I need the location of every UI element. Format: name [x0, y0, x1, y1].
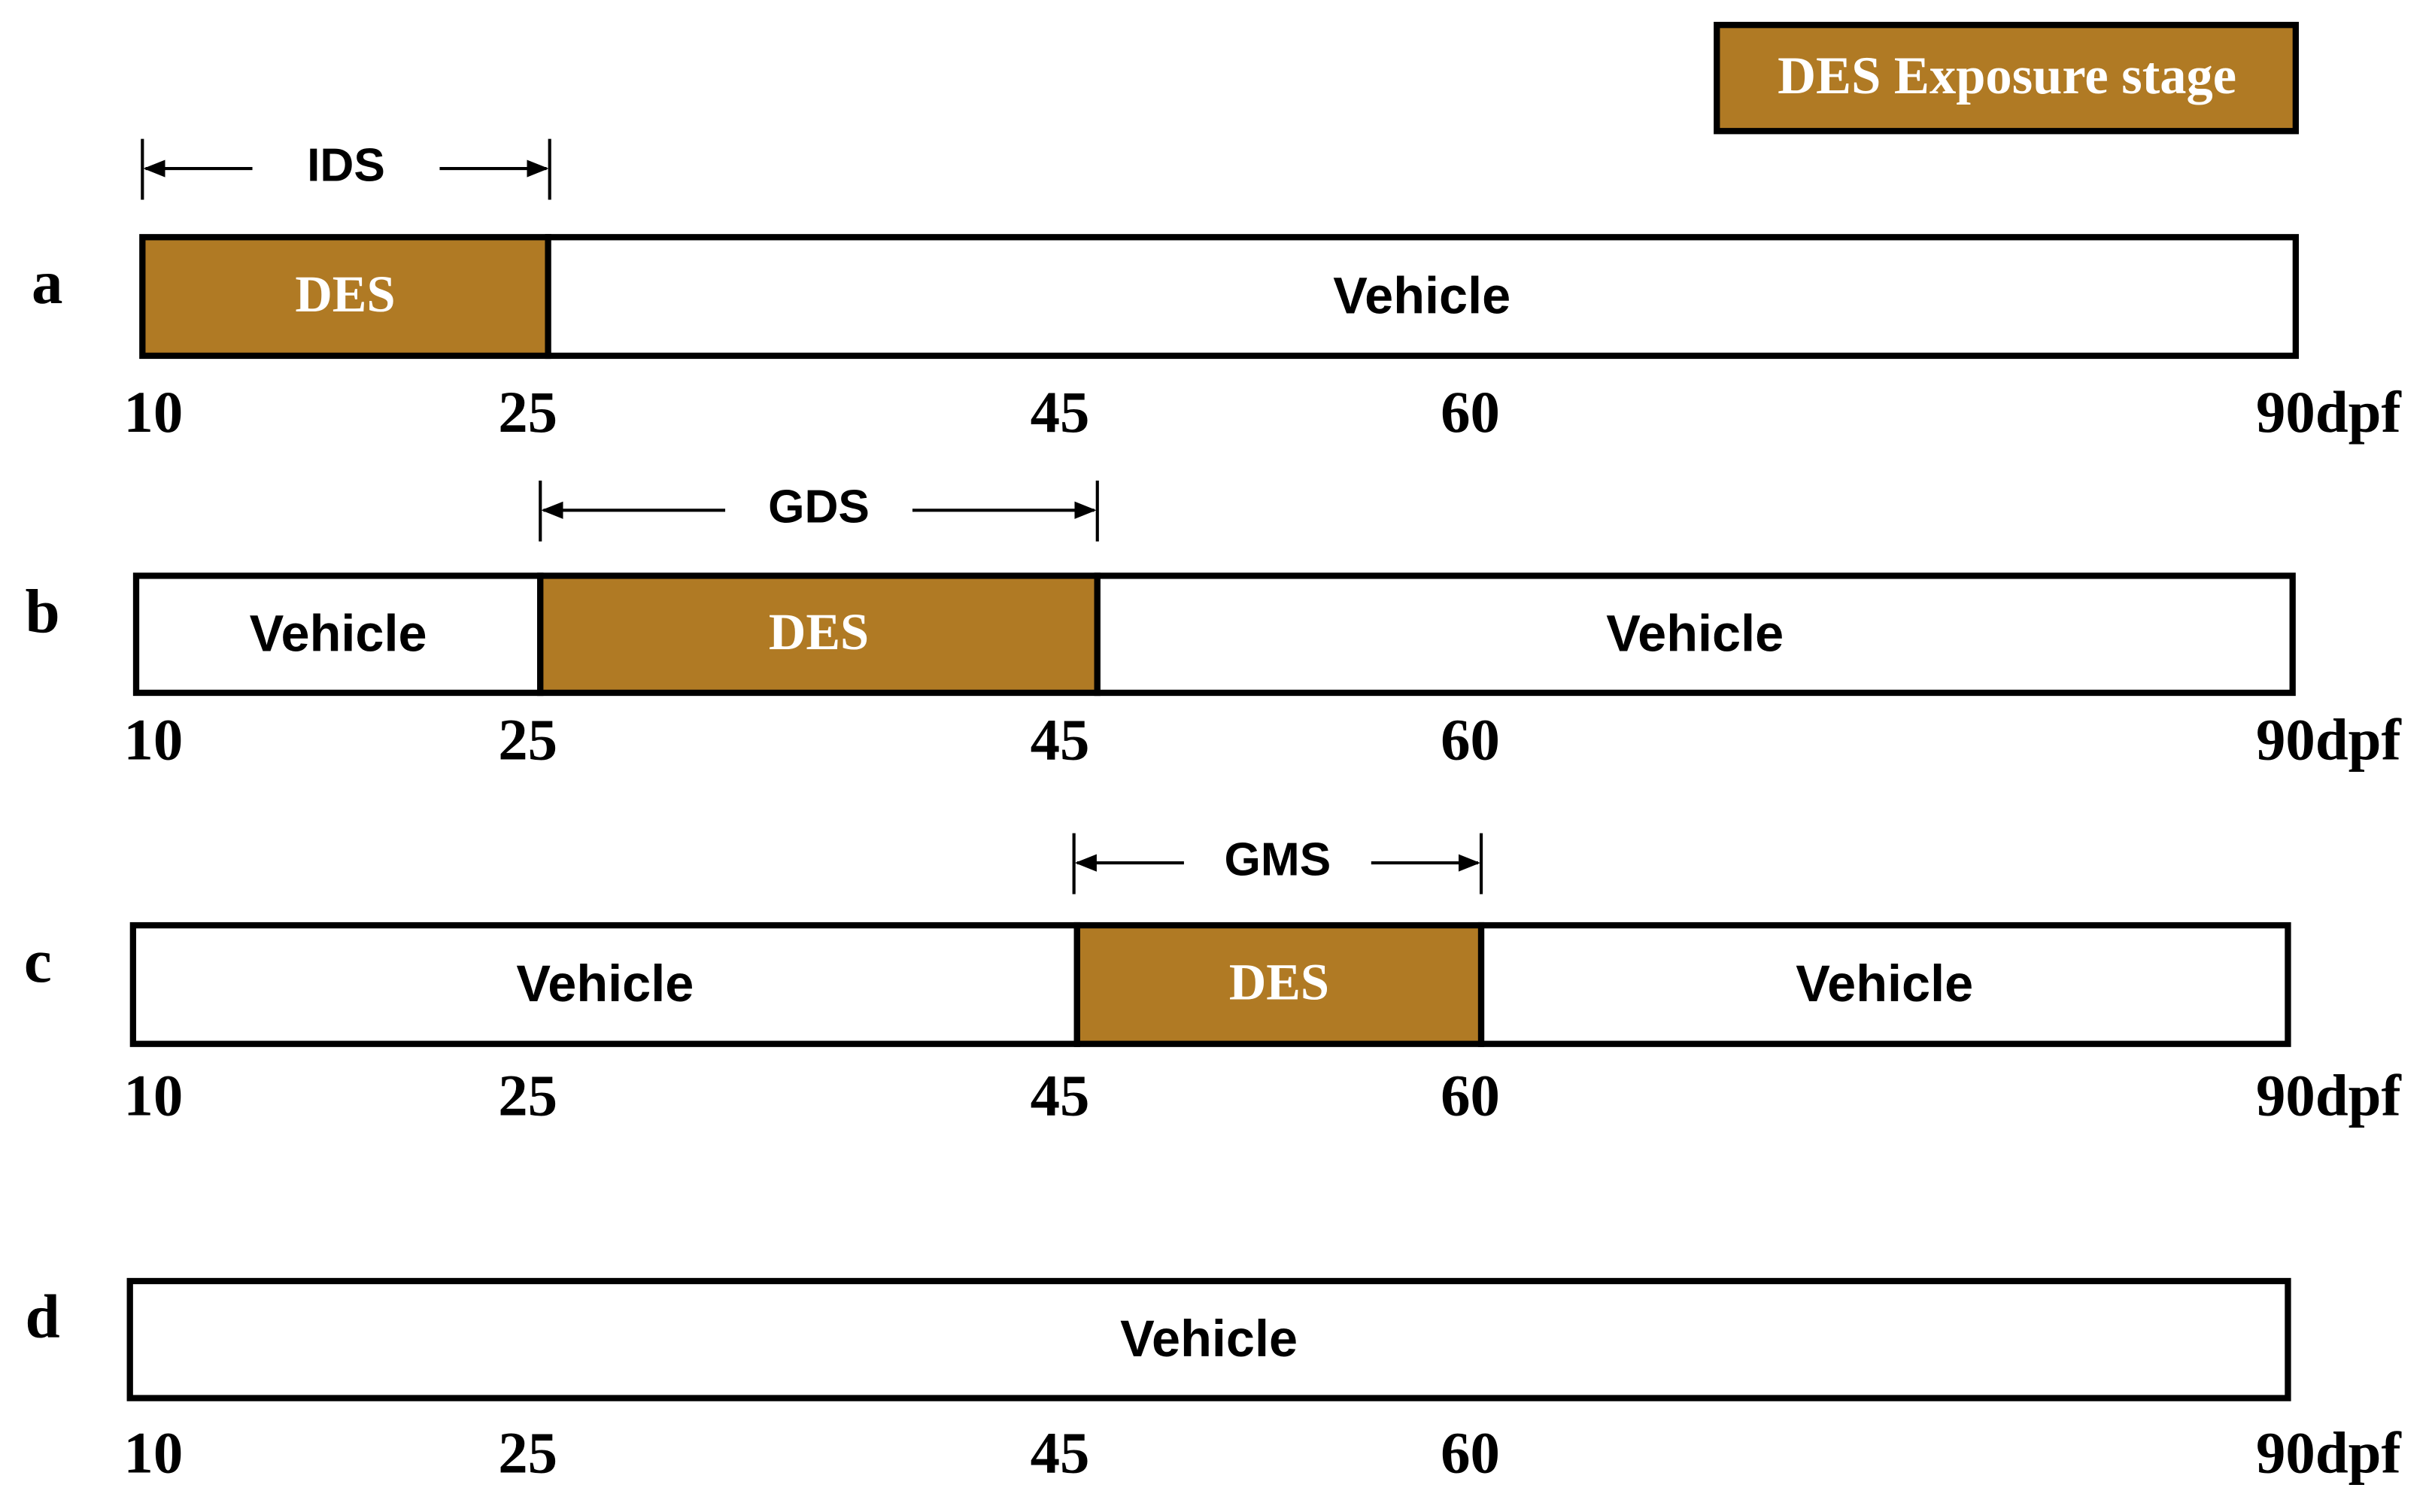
segment-label: DES — [769, 603, 869, 660]
axis-label: 25 — [498, 1421, 557, 1486]
axis-label: 25 — [498, 1064, 557, 1129]
axis-label: 60 — [1441, 1421, 1500, 1486]
axis-label: 45 — [1031, 1421, 1090, 1486]
segment-label: Vehicle — [250, 604, 427, 662]
row-letter: c — [24, 926, 52, 995]
axis-label: 25 — [498, 708, 557, 773]
segment-label: DES — [1229, 954, 1329, 1011]
row-letter: a — [32, 247, 62, 317]
segment-label: Vehicle — [1333, 266, 1510, 324]
segment-label: DES — [295, 266, 395, 323]
vehicle-segment — [1477, 921, 2291, 1047]
axis-label: 60 — [1441, 708, 1500, 773]
axis-label: 90dpf — [2256, 1421, 2402, 1486]
stage-label: IDS — [307, 139, 385, 191]
stage-label: GMS — [1224, 834, 1331, 886]
axis-label: 10 — [123, 1064, 183, 1129]
segment-label: Vehicle — [1120, 1310, 1298, 1368]
des-segment — [139, 234, 551, 360]
axis-label: 60 — [1441, 380, 1500, 445]
vehicle-segment — [545, 234, 2299, 360]
vehicle-segment — [126, 1277, 2291, 1401]
axis-label: 90dpf — [2256, 380, 2402, 445]
row-letter: d — [25, 1282, 59, 1351]
axis-label: 10 — [123, 380, 183, 445]
axis-label: 90dpf — [2256, 708, 2402, 773]
stage-label: GDS — [768, 481, 870, 533]
axis-label: 90dpf — [2256, 1064, 2402, 1129]
axis-label: 45 — [1031, 708, 1090, 773]
segment-label: Vehicle — [1796, 955, 1973, 1013]
row-letter: b — [25, 576, 59, 645]
axis-label: 60 — [1441, 1064, 1500, 1129]
segment-label: Vehicle — [516, 955, 694, 1013]
legend-swatch — [1714, 22, 2299, 135]
axis-label: 10 — [123, 1421, 183, 1486]
vehicle-segment — [129, 921, 1080, 1047]
axis-label: 45 — [1031, 1064, 1090, 1129]
axis-label: 25 — [498, 380, 557, 445]
vehicle-segment — [1094, 572, 2296, 697]
axis-label: 45 — [1031, 380, 1090, 445]
axis-label: 10 — [123, 708, 183, 773]
des-segment — [1073, 921, 1485, 1047]
segment-label: Vehicle — [1606, 604, 1784, 662]
vehicle-segment — [132, 572, 544, 697]
legend-label: DES Exposure stage — [1778, 47, 2236, 105]
